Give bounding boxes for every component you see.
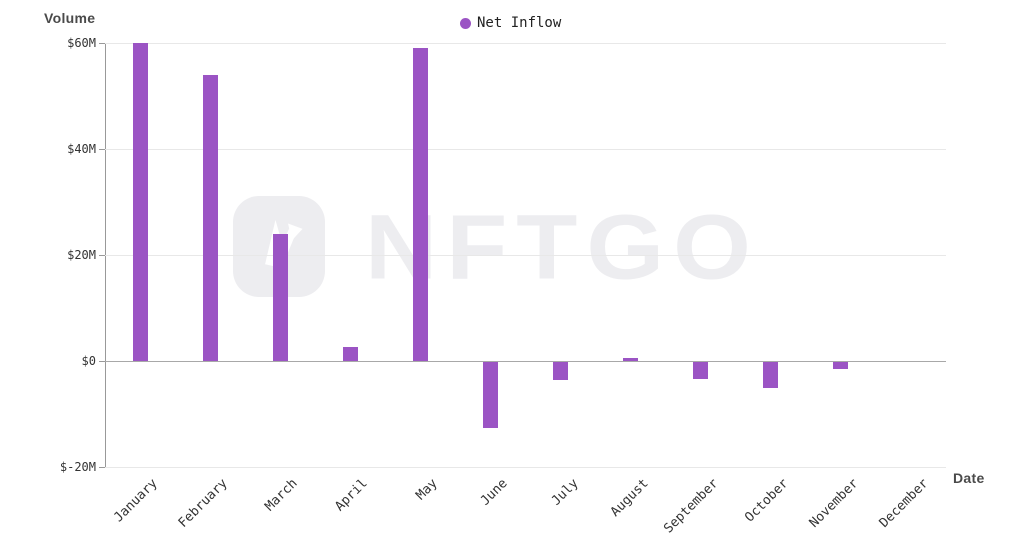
- y-tick-label: $0: [81, 354, 96, 368]
- legend-item-net-inflow[interactable]: Net Inflow: [460, 15, 561, 31]
- x-tick-label-february: February: [175, 476, 231, 531]
- bar-january[interactable]: [133, 43, 148, 361]
- legend-dot-icon: [460, 17, 471, 29]
- bar-july[interactable]: [553, 362, 568, 380]
- x-tick-label-august: August: [607, 476, 652, 520]
- gridline: [105, 43, 946, 44]
- x-tick-label-july: July: [548, 476, 582, 509]
- y-tick-label: $-20M: [59, 460, 96, 474]
- bar-april[interactable]: [343, 347, 358, 361]
- zero-grid-line: [105, 361, 946, 362]
- bar-august[interactable]: [623, 358, 638, 361]
- y-axis-title: Volume: [44, 10, 96, 26]
- gridline: [105, 149, 946, 150]
- x-tick-label-october: October: [742, 476, 792, 526]
- bar-september[interactable]: [693, 362, 708, 379]
- x-axis-title: Date: [953, 470, 985, 486]
- gridline: [105, 467, 946, 468]
- bar-november[interactable]: [833, 362, 848, 369]
- x-tick-label-june: June: [477, 476, 511, 509]
- y-tick-label: $40M: [67, 142, 96, 156]
- x-tick-label-september: September: [661, 476, 722, 537]
- y-axis-tick-mark: [99, 43, 105, 44]
- x-tick-label-november: November: [806, 476, 862, 531]
- y-axis-tick-mark: [99, 149, 105, 150]
- bar-march[interactable]: [273, 234, 288, 361]
- bar-may[interactable]: [413, 48, 428, 361]
- x-tick-label-december: December: [876, 476, 932, 531]
- y-tick-label: $60M: [67, 36, 96, 50]
- bar-june[interactable]: [483, 362, 498, 428]
- y-axis-tick-mark: [99, 467, 105, 468]
- gridline: [105, 255, 946, 256]
- x-tick-label-april: April: [332, 476, 371, 515]
- bar-october[interactable]: [763, 362, 778, 388]
- x-tick-label-may: May: [413, 476, 441, 504]
- bar-february[interactable]: [203, 75, 218, 361]
- legend-label: Net Inflow: [477, 15, 562, 31]
- y-tick-label: $20M: [67, 248, 96, 262]
- x-tick-label-january: January: [111, 476, 161, 526]
- x-tick-label-march: March: [262, 476, 301, 515]
- y-axis-tick-mark: [99, 255, 105, 256]
- y-axis-tick-mark: [99, 361, 105, 362]
